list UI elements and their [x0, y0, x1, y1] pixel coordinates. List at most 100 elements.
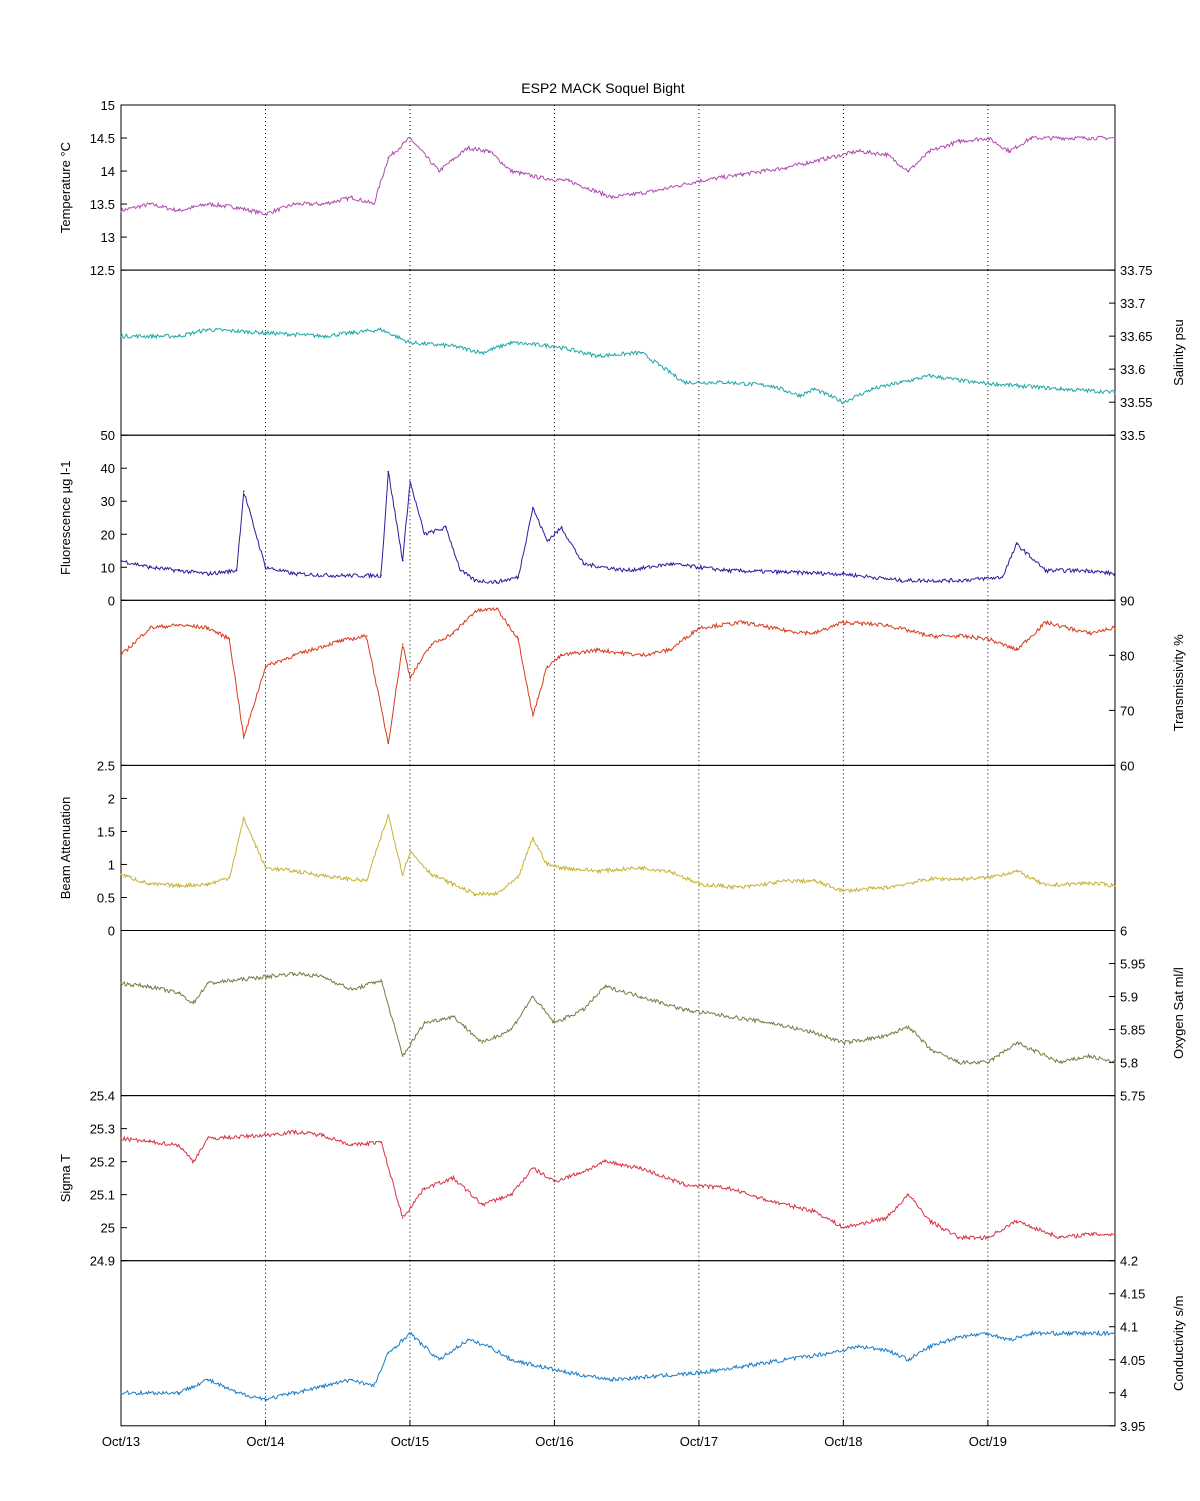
data-point: [293, 1391, 296, 1394]
data-point: [582, 1008, 585, 1011]
y-tick-label: 5.75: [1120, 1089, 1145, 1104]
data-point: [987, 876, 989, 879]
data-point: [857, 1345, 859, 1348]
panel-2: 33.5 33.55 33.6 33.65 33.7 33.75 Salinity psu: [120, 263, 1186, 443]
data-point: [669, 649, 671, 651]
data-point: [365, 635, 368, 637]
data-point: [243, 737, 245, 739]
data-point: [149, 1391, 151, 1394]
y-tick-label: 30: [101, 494, 115, 509]
data-point: [192, 1002, 195, 1004]
data-point: [488, 1345, 491, 1348]
data-point: [929, 635, 931, 637]
data-point: [510, 1028, 512, 1031]
data-point: [452, 883, 455, 886]
data-point: [264, 213, 267, 215]
data-point: [929, 374, 931, 377]
y-tick-label: 33.75: [1120, 263, 1153, 278]
data-point: [669, 870, 671, 872]
data-point: [206, 1378, 209, 1381]
data-point: [495, 581, 498, 583]
data-point: [322, 1134, 325, 1137]
data-point: [206, 883, 209, 886]
data-point: [596, 870, 599, 872]
data-point: [770, 1022, 772, 1024]
data-point: [1059, 1061, 1061, 1064]
x-tick-label: Oct/13: [102, 1434, 140, 1449]
y-tick-label: 5.85: [1120, 1023, 1145, 1038]
data-point: [885, 1349, 888, 1351]
data-point: [1114, 627, 1116, 629]
data-point: [727, 569, 729, 572]
data-point: [560, 526, 563, 529]
data-point: [929, 1048, 931, 1051]
data-point: [380, 328, 382, 331]
data-point: [401, 1216, 404, 1219]
data-point: [1114, 137, 1116, 139]
data-point: [206, 573, 209, 575]
data-point: [1015, 649, 1018, 651]
panel-1: 12.5 13 13.5 14 14.5 15 Temperature °C: [58, 98, 1116, 278]
y-axis-label: Transmissivity %: [1171, 634, 1186, 731]
y-tick-label: 20: [101, 527, 115, 542]
data-point: [409, 850, 411, 853]
data-point: [698, 883, 700, 886]
data-point: [1015, 1220, 1018, 1222]
y-tick-label: 4.05: [1120, 1353, 1145, 1368]
panel-6: 5.75 5.8 5.85 5.9 5.95 6 Oxygen Sat ml/l: [120, 924, 1186, 1104]
data-point: [611, 196, 614, 199]
series-line: [120, 607, 1116, 744]
data-point: [177, 335, 180, 337]
data-point: [813, 388, 816, 390]
data-point: [474, 579, 476, 582]
y-tick-label: 14: [101, 164, 115, 179]
data-point: [741, 621, 744, 624]
y-tick-label: 50: [101, 428, 115, 443]
series-line: [120, 471, 1116, 585]
data-point: [1059, 1332, 1061, 1335]
data-point: [611, 1378, 614, 1381]
data-point: [120, 209, 122, 212]
data-point: [553, 1022, 556, 1024]
data-point: [654, 1375, 657, 1378]
data-point: [640, 654, 642, 657]
data-point: [387, 470, 390, 473]
data-point: [380, 979, 382, 981]
data-point: [206, 1137, 209, 1140]
data-point: [235, 206, 238, 209]
data-point: [546, 863, 549, 866]
data-point: [842, 573, 845, 575]
data-point: [1088, 1055, 1090, 1057]
data-point: [177, 624, 180, 626]
data-point: [958, 1061, 960, 1064]
x-tick-label: Oct/18: [824, 1434, 862, 1449]
data-point: [149, 627, 151, 629]
data-point: [351, 196, 353, 199]
data-point: [813, 880, 816, 882]
data-point: [481, 1041, 483, 1044]
chart-title: ESP2 MACK Soquel Bight: [521, 80, 685, 96]
series-line: [120, 971, 1116, 1065]
data-point: [293, 870, 296, 872]
y-axis-label: Oxygen Sat ml/l: [1171, 967, 1186, 1059]
data-point: [206, 328, 209, 331]
data-point: [698, 180, 700, 182]
data-point: [1030, 1332, 1033, 1335]
data-point: [452, 632, 455, 635]
y-tick-label: 1: [108, 857, 115, 872]
data-point: [430, 873, 433, 876]
y-tick-label: 33.55: [1120, 395, 1153, 410]
data-point: [120, 873, 122, 876]
data-point: [885, 1035, 888, 1037]
y-tick-label: 60: [1120, 758, 1134, 773]
y-tick-label: 5.9: [1120, 990, 1138, 1005]
data-point: [351, 1378, 353, 1381]
y-tick-label: 15: [101, 98, 115, 113]
data-point: [466, 1339, 469, 1341]
y-axis-label: Sigma T: [58, 1154, 73, 1202]
data-point: [322, 203, 325, 205]
data-point: [1044, 569, 1047, 572]
y-tick-label: 25: [101, 1221, 115, 1236]
data-point: [784, 166, 787, 169]
